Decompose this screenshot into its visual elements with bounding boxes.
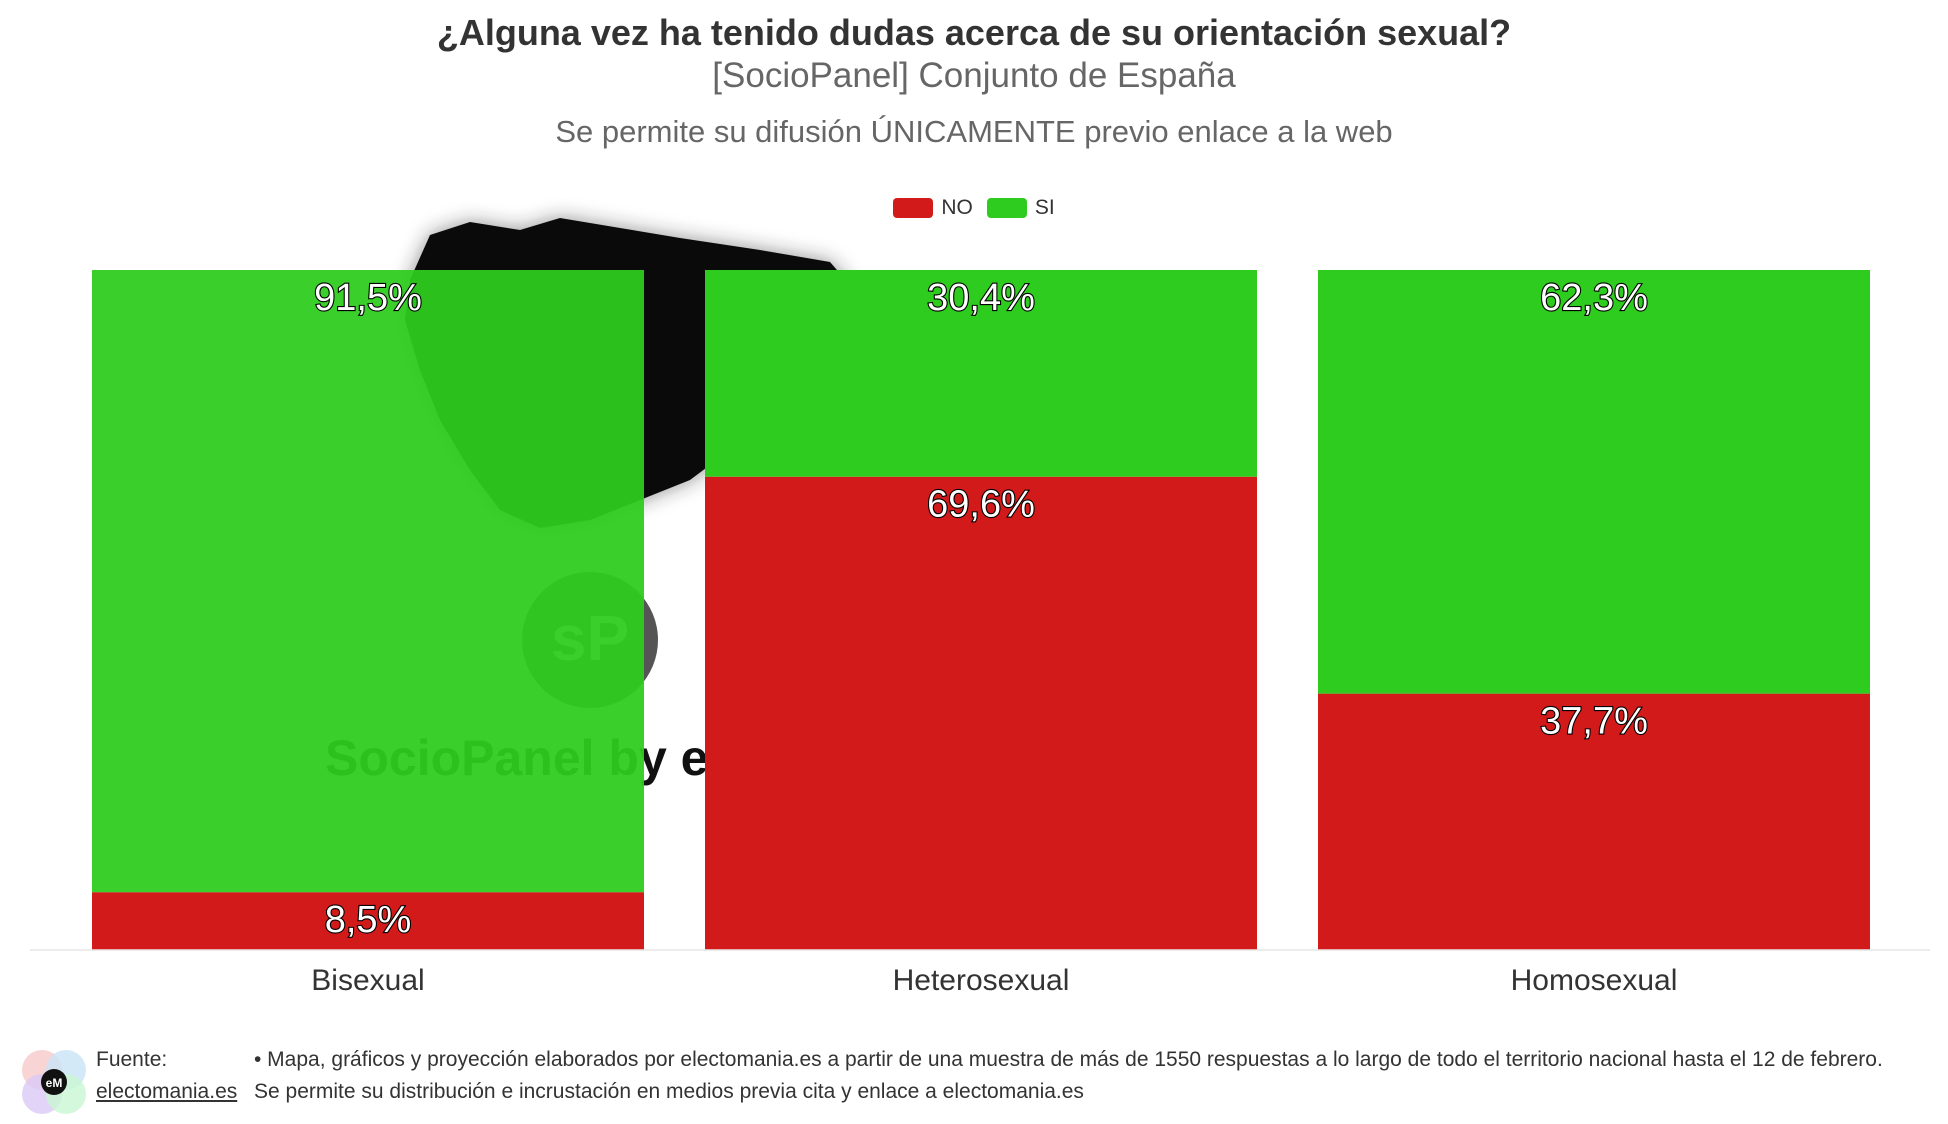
labels: 8,5% 91,5% Bisexual 69,6% 30,4% Heterosexual 3… xyxy=(311,276,1678,997)
legend-label-no: NO xyxy=(941,196,973,219)
legend: NO SI xyxy=(0,196,1948,220)
bar-heterosexual-si[interactable] xyxy=(705,270,1257,477)
data-label-bisexual-si: 91,5% xyxy=(314,277,422,319)
category-label-homosexual: Homosexual xyxy=(1511,964,1678,997)
footer-source-label: Fuente: xyxy=(96,1048,168,1071)
bar-homosexual-si[interactable] xyxy=(1318,270,1870,694)
legend-swatch-no xyxy=(893,198,934,218)
data-label-homosexual-si: 62,3% xyxy=(1540,277,1648,319)
chart-subtitle: [SocioPanel] Conjunto de España xyxy=(712,56,1236,95)
footer-text: • Mapa, gráficos y proyección elaborados… xyxy=(254,1048,1883,1103)
footer-source: Fuente: electomania.es xyxy=(96,1044,237,1108)
bar-bisexual-no[interactable] xyxy=(92,892,644,950)
stacked-bar-chart: sP SocioPanel by electomania 8,5%91,5%Bi… xyxy=(30,218,1930,997)
data-label-heterosexual-no: 69,6% xyxy=(927,484,1035,526)
data-label-heterosexual-si: 30,4% xyxy=(927,277,1035,319)
bars xyxy=(92,270,1870,950)
legend-label-si: SI xyxy=(1034,196,1055,219)
category-label-heterosexual: Heterosexual xyxy=(893,964,1070,997)
bar-bisexual-si[interactable] xyxy=(92,270,644,893)
data-label-homosexual-no: 37,7% xyxy=(1540,701,1648,743)
bar-homosexual-no[interactable] xyxy=(1318,693,1870,950)
legend-swatch-si xyxy=(986,198,1027,218)
chart-title: ¿Alguna vez ha tenido dudas acerca de su… xyxy=(436,12,1512,53)
category-label-bisexual: Bisexual xyxy=(311,964,424,997)
legend-item-no[interactable]: NO xyxy=(893,196,973,220)
electomania-logo: eM xyxy=(22,1050,86,1114)
footer-source-link[interactable]: electomania.es xyxy=(96,1080,238,1103)
data-label-bisexual-no: 8,5% xyxy=(325,899,412,941)
footer: eM Fuente: electomania.es • Mapa, gráfic… xyxy=(0,1030,1948,1120)
bar-heterosexual-no[interactable] xyxy=(705,476,1257,950)
legend-item-si[interactable]: SI xyxy=(986,196,1055,220)
electomania-logo-text: eM xyxy=(46,1076,63,1090)
distribution-notice: Se permite su difusión ÚNICAMENTE previo… xyxy=(555,114,1393,149)
